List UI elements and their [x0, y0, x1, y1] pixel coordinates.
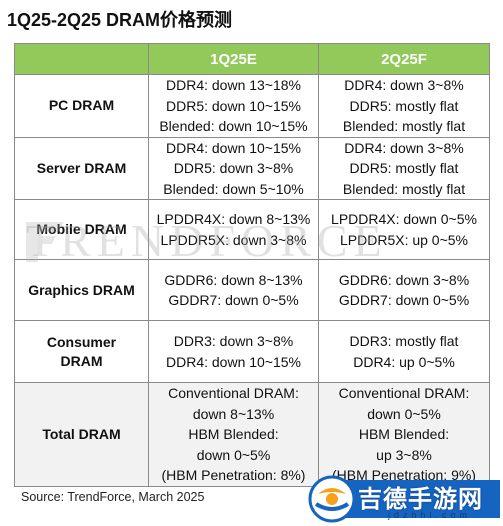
table-row: Consumer DRAM DDR3: down 3~8% DDR4: down 10… — [14, 320, 490, 383]
cell-1q25e: DDR3: down 3~8% DDR4: down 10~15% — [148, 320, 319, 383]
table-row: Graphics DRAM GDDR6: down 8~13% GDDR7: dow… — [14, 259, 490, 321]
price-forecast-table: 1Q25E 2Q25F PC DRAM DDR4: down 13~18% DDR5… — [14, 43, 490, 487]
cell-line: Conventional DRAM: — [338, 385, 470, 401]
category-line: Consumer — [46, 333, 117, 350]
table-row: PC DRAM DDR4: down 13~18% DDR5: down 10~15… — [14, 74, 490, 138]
cell-line: down 8~13% — [192, 405, 275, 422]
cell-line: (HBM Penetration: 9%) — [332, 467, 476, 483]
cell-line: DDR4: down 10~15% — [165, 139, 302, 156]
cell-line: DDR5: down 10~15% — [165, 97, 302, 114]
category-line: Mobile DRAM — [36, 221, 127, 237]
table-row: Mobile DRAM LPDDR4X: down 8~13% LPDDR5X: d… — [14, 199, 490, 260]
row-category: Mobile DRAM — [14, 199, 149, 260]
cell-line: DDR4: down 10~15% — [165, 353, 302, 370]
cell-line: GDDR6: down 3~8% — [338, 271, 470, 288]
header-corner — [14, 43, 149, 75]
source-note: Source: TrendForce, March 2025 — [21, 490, 205, 504]
table-row: Total DRAM Conventional DRAM: down 8~13% HB… — [14, 382, 490, 487]
column-header: 2Q25F — [318, 43, 490, 75]
cell-line: DDR5: mostly flat — [349, 160, 459, 176]
cell-1q25e: DDR4: down 13~18% DDR5: down 10~15% Blende… — [148, 74, 319, 138]
table-row: Server DRAM DDR4: down 10~15% DDR5: down 3… — [14, 136, 490, 200]
cell-line: LPDDR4X: down 0~5% — [331, 211, 477, 227]
cell-line: up 3~8% — [376, 446, 432, 463]
cell-line: Blended: down 5~10% — [163, 180, 304, 197]
cell-1q25e: LPDDR4X: down 8~13% LPDDR5X: down 3~8% — [148, 199, 319, 260]
badge-url[interactable]: jdzhhl.com — [388, 510, 472, 520]
cell-line: (HBM Penetration: 8%) — [161, 467, 306, 483]
cell-2q25f: LPDDR4X: down 0~5% LPDDR5X: up 0~5% — [318, 199, 490, 260]
row-category: Graphics DRAM — [14, 259, 149, 321]
row-category: PC DRAM — [14, 74, 149, 138]
category-line: Server DRAM — [36, 159, 127, 176]
cell-1q25e: DDR4: down 10~15% DDR5: down 3~8% Blended:… — [148, 136, 319, 200]
cell-line: LPDDR5X: down 3~8% — [160, 231, 307, 248]
page-title: 1Q25-2Q25 DRAM价格预测 — [7, 10, 233, 30]
cell-1q25e: GDDR6: down 8~13% GDDR7: down 0~5% — [148, 259, 319, 321]
cell-line: DDR4: down 3~8% — [344, 77, 464, 93]
cell-2q25f: Conventional DRAM: down 0~5% HBM Blended: u… — [318, 382, 490, 487]
site-badge[interactable] — [302, 474, 500, 524]
cell-line: LPDDR4X: down 8~13% — [156, 211, 311, 227]
cell-line: Blended: down 10~15% — [159, 118, 308, 134]
cell-line: DDR5: down 3~8% — [173, 160, 294, 176]
cell-line: Blended: mostly flat — [342, 180, 466, 197]
cell-1q25e: Conventional DRAM: down 8~13% HBM Blended:… — [148, 382, 319, 487]
cell-line: GDDR7: down 0~5% — [338, 292, 470, 308]
cell-line: DDR4: up 0~5% — [353, 353, 455, 370]
cell-line: DDR4: down 13~18% — [165, 77, 302, 93]
table-header-row: 1Q25E 2Q25F — [14, 43, 490, 75]
cell-line: DDR4: down 3~8% — [344, 139, 464, 156]
category-line: PC DRAM — [48, 97, 115, 114]
badge-text[interactable]: 吉德手游网 — [358, 486, 483, 513]
cell-line: GDDR6: down 8~13% — [164, 271, 303, 288]
row-category: Consumer DRAM — [14, 320, 149, 383]
cell-2q25f: DDR4: down 3~8% DDR5: mostly flat Blended:… — [318, 136, 490, 200]
cell-line: Conventional DRAM: — [168, 385, 299, 401]
cell-line: DDR3: down 3~8% — [173, 333, 294, 349]
cell-line: Blended: mostly flat — [342, 118, 466, 134]
cell-line: DDR3: mostly flat — [349, 333, 459, 349]
cell-2q25f: DDR4: down 3~8% DDR5: mostly flat Blended:… — [318, 74, 490, 138]
cell-2q25f: DDR3: mostly flat DDR4: up 0~5% — [318, 320, 490, 383]
cell-line: GDDR7: down 0~5% — [168, 292, 299, 308]
row-category: Total DRAM — [14, 382, 149, 487]
cell-line: HBM Blended: — [188, 426, 279, 442]
cell-line: LPDDR5X: up 0~5% — [339, 231, 469, 248]
cell-line: down 0~5% — [367, 405, 441, 422]
cell-line: down 0~5% — [196, 446, 271, 463]
cell-line: HBM Blended: — [358, 426, 450, 442]
category-line: Graphics DRAM — [28, 281, 135, 298]
category-line: DRAM — [60, 352, 103, 369]
row-category: Server DRAM — [14, 136, 149, 200]
category-line: Total DRAM — [42, 425, 121, 442]
column-header: 1Q25E — [148, 43, 319, 75]
cell-line: DDR5: mostly flat — [349, 97, 459, 114]
cell-2q25f: GDDR6: down 3~8% GDDR7: down 0~5% — [318, 259, 490, 321]
